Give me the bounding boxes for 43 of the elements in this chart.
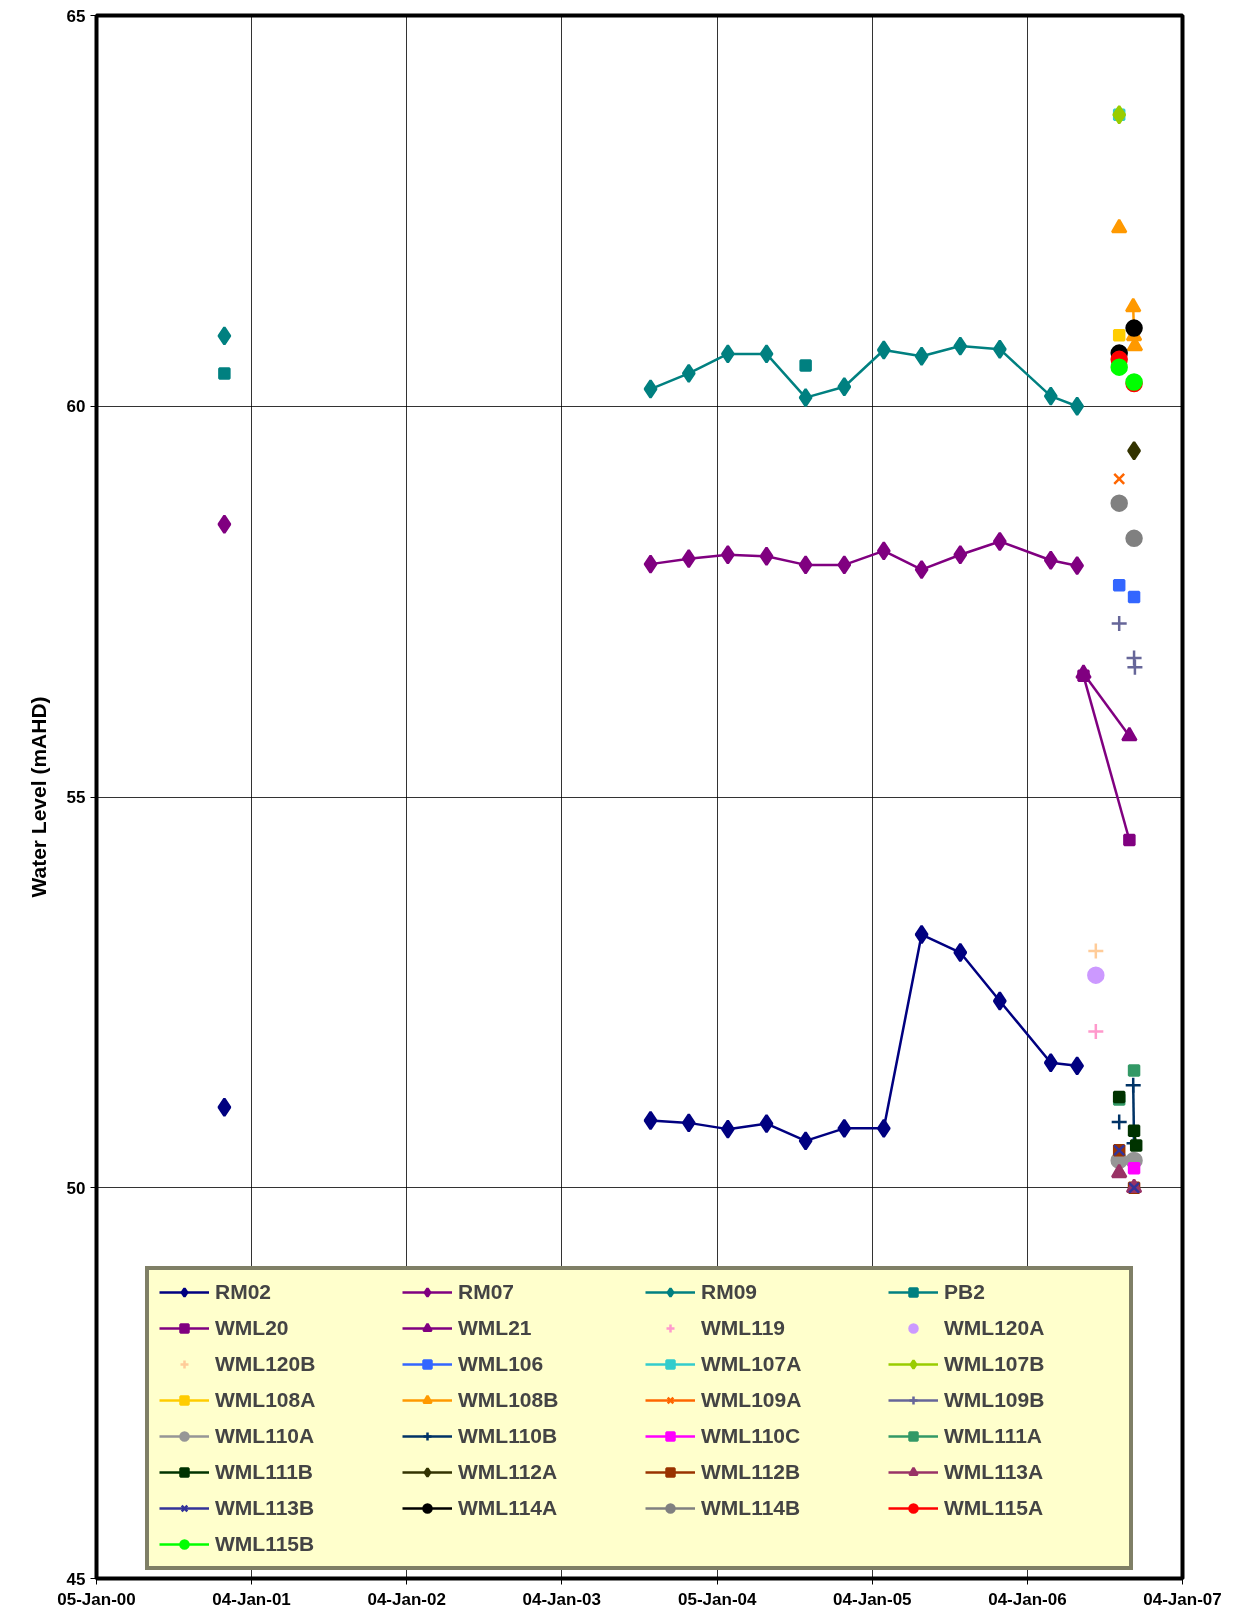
legend-label: WML120B [215, 1352, 317, 1376]
legend-label: WML112A [458, 1460, 559, 1484]
x-tick-label: 04-Jan-02 [367, 1589, 446, 1609]
legend-label: WML113A [944, 1460, 1045, 1484]
legend-label: RM09 [701, 1280, 759, 1304]
x-tick-label: 05-Jan-04 [678, 1589, 758, 1609]
legend-label: PB2 [944, 1280, 986, 1304]
legend-label: WML21 [458, 1316, 533, 1340]
y-tick-label: 65 [66, 6, 86, 26]
legend-label: WML110C [701, 1424, 802, 1448]
legend-label: WML107A [701, 1352, 803, 1376]
y-tick-label: 45 [66, 1569, 86, 1589]
legend-label: WML20 [215, 1316, 290, 1340]
x-tick-label: 04-Jan-06 [988, 1589, 1067, 1609]
legend-label: WML106 [458, 1352, 545, 1376]
legend-label: RM02 [215, 1280, 273, 1304]
legend-label: WML107B [944, 1352, 1046, 1376]
y-axis-title: Water Level (mAHD) [26, 696, 50, 898]
x-tick-label: 04-Jan-07 [1143, 1589, 1222, 1609]
legend-label: WML110B [458, 1424, 559, 1448]
legend-label: WML109A [701, 1388, 803, 1412]
legend-label: WML111B [215, 1460, 315, 1484]
legend-label: WML119 [701, 1316, 787, 1340]
y-tick-label: 50 [66, 1178, 86, 1198]
legend-label: WML114B [701, 1496, 802, 1520]
legend-label: WML108B [458, 1388, 560, 1412]
legend-label: WML110A [215, 1424, 316, 1448]
legend-label: WML120A [944, 1316, 1046, 1340]
x-tick-label: 05-Jan-00 [57, 1589, 136, 1609]
legend-label: WML109B [944, 1388, 1046, 1412]
legend-label: WML111A [944, 1424, 1044, 1448]
legend-label: WML112B [701, 1460, 802, 1484]
legend-label: RM07 [458, 1280, 516, 1304]
legend-label: WML115A [944, 1496, 1045, 1520]
y-tick-label: 55 [66, 788, 86, 807]
legend-label: WML113B [215, 1496, 316, 1520]
x-tick-label: 04-Jan-01 [212, 1589, 291, 1609]
x-tick-label: 04-Jan-03 [522, 1589, 601, 1609]
y-tick-label: 60 [66, 397, 86, 417]
legend-label: WML114A [458, 1496, 559, 1520]
x-tick-label: 04-Jan-05 [833, 1589, 912, 1609]
legend-label: WML115B [215, 1532, 316, 1556]
legend-label: WML108A [215, 1388, 317, 1412]
